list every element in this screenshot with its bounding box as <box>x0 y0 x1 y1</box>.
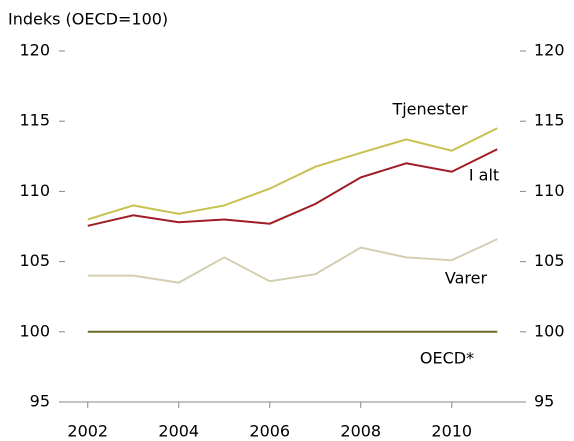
x-tick-label: 2010 <box>431 422 472 441</box>
series-label: OECD* <box>420 349 474 368</box>
y2-tick-label: 115 <box>534 111 565 130</box>
y-tick-label: 110 <box>19 181 50 200</box>
x-tick-label: 2006 <box>249 422 290 441</box>
y2-tick-label: 100 <box>534 321 565 340</box>
series-line <box>87 127 498 221</box>
series-label: Tjenester <box>391 100 468 119</box>
x-tick-label: 2008 <box>340 422 381 441</box>
y2-tick-label: 105 <box>534 251 565 270</box>
y-tick-label: 115 <box>19 111 50 130</box>
y2-tick-label: 120 <box>534 41 565 60</box>
series-line <box>87 148 498 227</box>
y-tick-label: 95 <box>30 392 50 411</box>
series-label: Varer <box>445 269 488 288</box>
y2-tick-label: 95 <box>534 392 554 411</box>
series-line <box>87 238 498 284</box>
y-tick-label: 100 <box>19 321 50 340</box>
y-tick-label: 120 <box>19 41 50 60</box>
x-tick-label: 2004 <box>158 422 199 441</box>
chart-title: Indeks (OECD=100) <box>8 10 168 29</box>
series-label: I alt <box>469 166 499 185</box>
y2-tick-label: 110 <box>534 181 565 200</box>
y-tick-label: 105 <box>19 251 50 270</box>
x-tick-label: 2002 <box>67 422 108 441</box>
